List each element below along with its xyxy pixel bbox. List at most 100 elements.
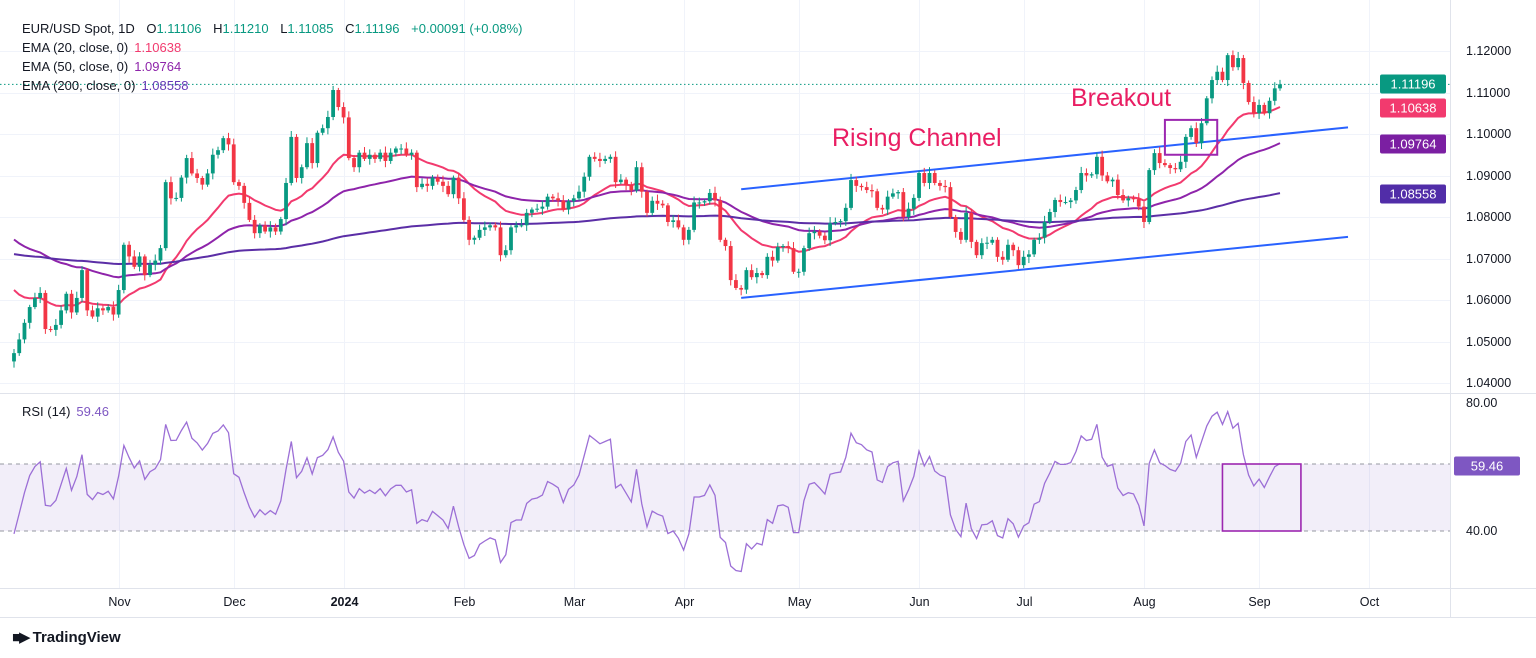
candle-body [906, 208, 911, 217]
candle-body [624, 179, 628, 186]
candle-body [1115, 179, 1120, 196]
candle-body [577, 191, 581, 199]
candle-body [896, 192, 901, 194]
rsi-band-fill [0, 464, 1450, 531]
candle [210, 148, 215, 180]
candle [221, 135, 226, 154]
candle [1168, 162, 1173, 174]
candle-body [514, 225, 519, 228]
time-tick-label: Oct [1359, 595, 1380, 609]
candle [906, 202, 911, 220]
candle-body [775, 246, 780, 261]
candle-body [1199, 123, 1204, 144]
candle-body [210, 154, 215, 174]
candle-body [205, 173, 210, 185]
candle [655, 194, 660, 210]
candle-body [388, 152, 393, 161]
candle-body [1042, 221, 1047, 238]
breakout-annotation[interactable]: Breakout [1071, 84, 1172, 112]
candle-body [603, 158, 608, 161]
candle [514, 221, 519, 233]
candle [1053, 197, 1057, 218]
candle [754, 267, 759, 284]
candle [352, 154, 356, 172]
rsi-legend[interactable]: RSI (14) 59.46 [22, 403, 109, 421]
candle-body [608, 156, 613, 159]
candle [284, 177, 288, 226]
candle [545, 193, 550, 210]
candle-body [132, 256, 137, 267]
candle-body [1194, 128, 1199, 144]
candle-body [27, 307, 32, 323]
candle [1199, 118, 1204, 149]
time-tick-label: Nov [108, 595, 131, 609]
candle-body [1037, 237, 1042, 240]
rising-channel-annotation[interactable]: Rising Channel [832, 124, 1002, 152]
candle-body [294, 136, 299, 178]
symbol-name[interactable]: EUR/USD Spot, 1D [22, 21, 135, 36]
candle [59, 305, 63, 329]
candle [1215, 65, 1220, 85]
candle-body [681, 227, 686, 240]
candle [786, 241, 791, 254]
candle [299, 164, 304, 184]
candle [618, 174, 623, 185]
candle-body [666, 205, 670, 222]
candle-body [645, 191, 649, 213]
candle-body [713, 192, 717, 201]
candle-body [911, 197, 916, 209]
time-tick-label: Dec [223, 595, 246, 609]
candle-body [106, 307, 111, 311]
candle-body [943, 185, 948, 188]
candle-body [550, 196, 555, 199]
candle [550, 194, 555, 202]
candle-body [718, 200, 723, 240]
ema50-legend[interactable]: EMA (50, close, 0) 1.09764 [22, 58, 181, 76]
candle [409, 149, 414, 160]
ema200-legend[interactable]: EMA (200, close, 0) 1.08558 [22, 77, 188, 95]
open-value: 1.11106 [156, 21, 202, 36]
candle [1194, 122, 1199, 148]
candle [890, 188, 895, 199]
candle [425, 178, 430, 192]
candle [132, 250, 137, 270]
candle-body [163, 182, 168, 249]
candle-body [812, 231, 817, 234]
candle-body [1095, 156, 1099, 175]
candle [174, 192, 179, 202]
candle [1236, 51, 1241, 71]
candle [1262, 102, 1267, 116]
rsi-pane[interactable] [13, 409, 1302, 573]
ema20-legend[interactable]: EMA (20, close, 0) 1.10638 [22, 39, 181, 57]
candle-body [864, 187, 869, 191]
candle-body [127, 244, 131, 257]
close-value: 1.11196 [354, 21, 400, 36]
candle [969, 208, 974, 249]
candle-body [802, 248, 806, 272]
rsi-tick-label: 80.00 [1466, 396, 1498, 410]
ohlc-legend: EUR/USD Spot, 1D O1.11106 H1.11210 L1.11… [22, 21, 522, 36]
candle [1173, 163, 1178, 174]
candle [101, 305, 105, 315]
candle-body [414, 152, 419, 188]
candle [1021, 250, 1026, 269]
candle-body [990, 239, 995, 243]
candle-body [237, 182, 241, 186]
candle-body [692, 202, 696, 230]
candle-body [629, 185, 634, 191]
price-tick-label: 1.07000 [1466, 251, 1512, 266]
price-pane[interactable] [0, 50, 1450, 368]
candle-body [922, 173, 927, 183]
candle-body [59, 310, 63, 325]
candle-body [618, 179, 623, 183]
candle [231, 138, 236, 185]
candle [1225, 53, 1230, 87]
candle [252, 215, 257, 239]
candle-body [817, 231, 822, 236]
candle-body [1231, 55, 1235, 68]
candle-body [566, 201, 571, 210]
candle [331, 85, 336, 121]
tradingview-logo[interactable]: ■▶ TradingView [12, 628, 121, 647]
candle-body [33, 297, 37, 308]
